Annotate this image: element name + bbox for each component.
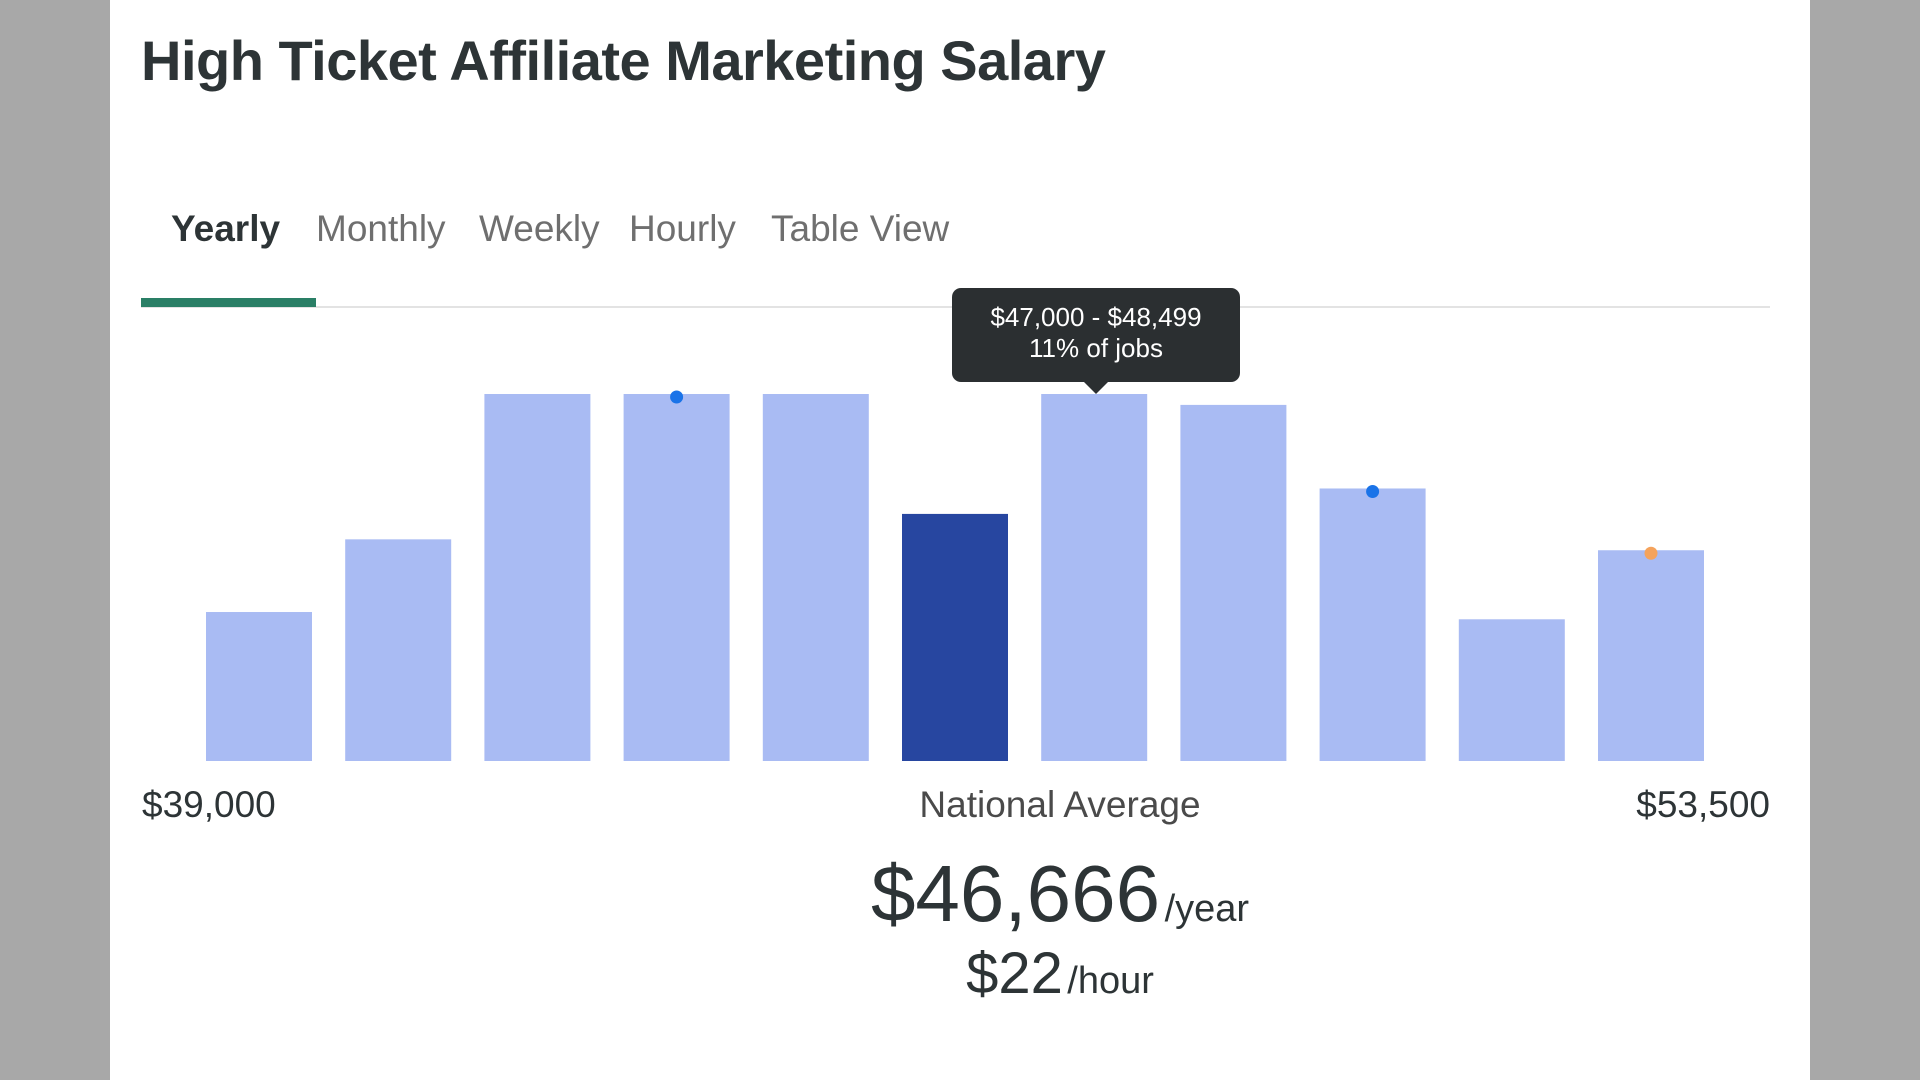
tab-weekly[interactable]: Weekly	[479, 208, 600, 249]
yearly-average-unit: /year	[1164, 888, 1250, 930]
histogram-bar[interactable]	[1180, 404, 1287, 761]
salary-card: High Ticket Affiliate Marketing Salary Y…	[110, 0, 1810, 1080]
histogram-bar[interactable]	[345, 539, 452, 761]
active-tab-indicator	[141, 298, 316, 307]
bar-marker-dot	[1366, 484, 1380, 498]
yearly-average: $46,666 /year	[710, 848, 1410, 940]
hourly-average-value: $22	[966, 941, 1063, 1006]
bar-marker-dot	[670, 390, 684, 404]
hourly-average: $22 /hour	[710, 940, 1410, 1007]
histogram-bar[interactable]	[623, 394, 730, 761]
tooltip-range: $47,000 - $48,499	[990, 302, 1202, 332]
bar-marker-dot	[1644, 546, 1658, 560]
hourly-average-unit: /hour	[1067, 960, 1154, 1002]
histogram-bar[interactable]	[206, 612, 312, 761]
tab-yearly[interactable]: Yearly	[171, 208, 281, 249]
tab-table-view[interactable]: Table View	[771, 208, 950, 249]
salary-distribution-chart	[206, 390, 1704, 761]
axis-min-label: $39,000	[142, 784, 276, 825]
tab-hourly[interactable]: Hourly	[629, 208, 736, 249]
national-average-label: National Average	[919, 784, 1201, 825]
histogram-bar[interactable]	[1319, 488, 1426, 761]
tooltip-share: 11% of jobs	[1029, 333, 1163, 363]
histogram-bar[interactable]	[484, 394, 591, 761]
tab-monthly[interactable]: Monthly	[316, 208, 446, 249]
bar-tooltip: $47,000 - $48,499 11% of jobs	[952, 288, 1240, 394]
axis-max-label: $53,500	[1636, 784, 1770, 825]
histogram-bar[interactable]	[762, 394, 869, 761]
bar-national-average[interactable]	[902, 513, 1008, 761]
tooltip-arrow	[1084, 382, 1108, 394]
histogram-bar[interactable]	[1598, 550, 1704, 761]
yearly-average-value: $46,666	[870, 849, 1161, 938]
histogram-bar[interactable]	[1458, 619, 1565, 761]
page-title: High Ticket Affiliate Marketing Salary	[141, 29, 1106, 92]
histogram-bar[interactable]	[1041, 394, 1148, 761]
